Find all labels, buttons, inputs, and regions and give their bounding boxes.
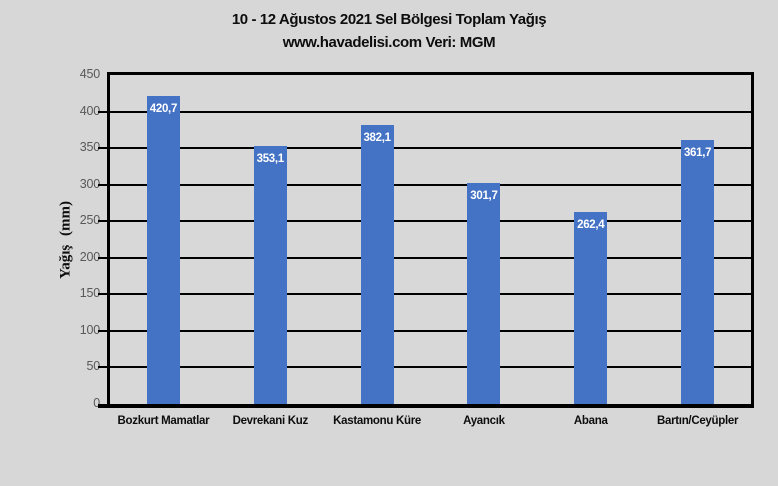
bar: 262,4 — [574, 212, 608, 404]
gridline — [110, 366, 751, 369]
y-axis-tick-mark — [98, 404, 107, 408]
y-axis-tick-mark — [98, 147, 107, 150]
chart-title: 10 - 12 Ağustos 2021 Sel Bölgesi Toplam … — [0, 8, 778, 54]
gridline — [110, 256, 751, 259]
bar: 420,7 — [146, 96, 180, 404]
y-axis-tick-mark — [98, 256, 107, 259]
y-tick-label: 400 — [79, 103, 100, 118]
x-category-label: Bartın/Ceyüpler — [657, 415, 739, 427]
x-category-label: Devrekani Kuz — [232, 415, 309, 427]
y-tick-label: 300 — [79, 176, 100, 191]
y-tick-label: 100 — [79, 322, 100, 337]
y-tick-label: 150 — [79, 286, 100, 301]
x-category-label: Kastamonu Küre — [333, 415, 421, 427]
y-tick-label: 200 — [79, 249, 100, 264]
bar-value-label: 262,4 — [577, 219, 605, 232]
bar: 361,7 — [681, 139, 715, 404]
y-tick-label: 350 — [79, 140, 100, 155]
gridline — [110, 147, 751, 150]
plot-area: 420,7 353,1 382,1 301,7 262,4 361,7 — [98, 72, 754, 408]
y-tick-label: 450 — [79, 67, 100, 81]
x-category-label: Bozkurt Mamatlar — [117, 415, 210, 427]
y-tick-label: 0 — [93, 396, 100, 410]
bar-value-label: 420,7 — [149, 103, 178, 116]
gridline — [110, 183, 751, 186]
y-axis-tick-mark — [98, 366, 107, 369]
bar-value-label: 361,7 — [683, 146, 712, 159]
bar-value-label: 382,1 — [363, 131, 391, 144]
y-axis-tick-mark — [98, 329, 107, 332]
bar: 382,1 — [360, 124, 394, 404]
bar-value-label: 353,1 — [256, 152, 285, 165]
gridline — [110, 220, 751, 223]
gridline — [110, 329, 751, 332]
bar: 353,1 — [253, 145, 287, 404]
gridline — [110, 293, 751, 296]
y-tick-label: 250 — [79, 213, 100, 228]
y-axis-tick-mark — [98, 110, 107, 113]
bar-value-label: 301,7 — [470, 190, 498, 203]
gridline — [110, 110, 751, 113]
x-category-label: Ayancık — [463, 415, 505, 427]
y-axis-tick-mark — [98, 220, 107, 223]
chart-title-line1: 10 - 12 Ağustos 2021 Sel Bölgesi Toplam … — [231, 11, 547, 28]
chart-title-line2: www.havadelisi.com Veri: MGM — [282, 34, 496, 51]
y-axis-tick-mark — [98, 183, 107, 186]
y-tick-label: 50 — [86, 359, 100, 374]
bar: 301,7 — [467, 183, 501, 404]
y-axis-tick-mark — [98, 293, 107, 296]
x-category-label: Abana — [573, 415, 608, 427]
